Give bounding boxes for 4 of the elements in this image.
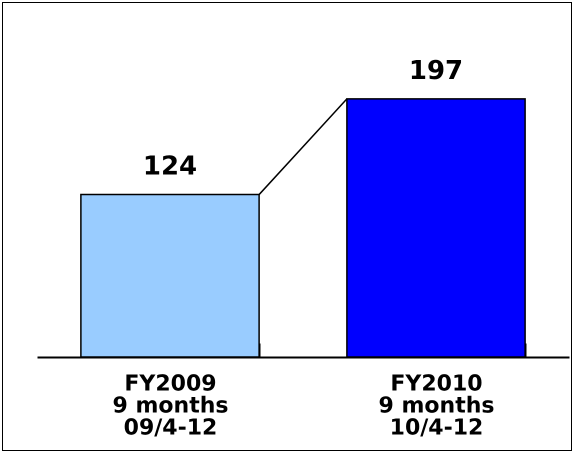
data-label: 124	[142, 152, 198, 182]
x-tick-label: FY2010 9 months 10/4-12	[378, 372, 494, 440]
data-label: 197	[408, 56, 464, 86]
x-tick-label: FY2009 9 months 09/4-12	[112, 372, 228, 440]
